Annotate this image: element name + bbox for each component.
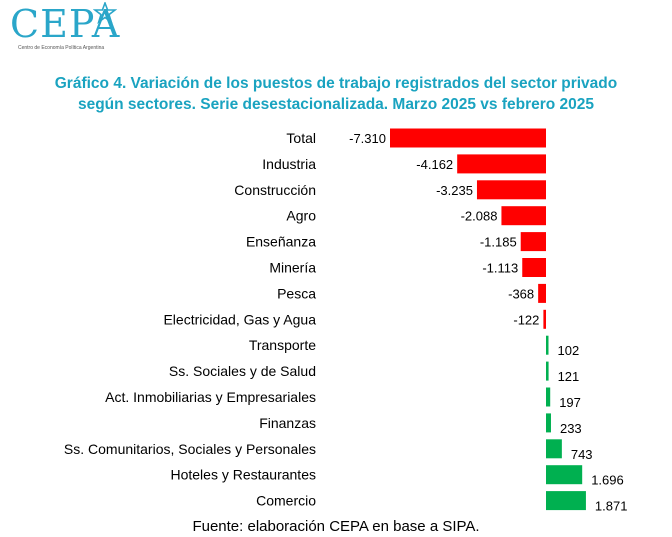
value-label: -7.310 xyxy=(349,131,386,146)
bar xyxy=(546,465,583,485)
value-label: 121 xyxy=(558,369,580,384)
value-label: -2.088 xyxy=(461,209,498,224)
bar xyxy=(390,128,546,148)
bar xyxy=(546,439,562,459)
bar xyxy=(538,283,546,303)
bar xyxy=(501,206,546,226)
bar xyxy=(457,154,546,174)
chart-title-line-2: según sectores. Serie desestacionalizada… xyxy=(77,96,595,113)
value-label: 1.696 xyxy=(591,473,624,488)
cepa-logo: CEPA Centro de Economía Política Argenti… xyxy=(10,2,120,54)
logo-subtitle: Centro de Economía Política Argentina xyxy=(18,45,105,51)
value-label: -1.185 xyxy=(480,235,517,250)
chart-title-line-1: Gráfico 4. Variación de los puestos de t… xyxy=(54,75,618,92)
category-label: Ss. Sociales y de Salud xyxy=(169,363,316,379)
bar xyxy=(543,309,546,329)
value-label: 1.871 xyxy=(595,499,628,514)
category-label: Comercio xyxy=(256,493,316,509)
value-label: -368 xyxy=(508,286,534,301)
value-label: 197 xyxy=(559,395,581,410)
value-label: 743 xyxy=(571,447,593,462)
category-label: Finanzas xyxy=(259,415,316,431)
value-label: 102 xyxy=(558,343,580,358)
value-label: -122 xyxy=(513,312,539,327)
bar xyxy=(546,361,549,381)
bar xyxy=(546,491,586,511)
category-label: Pesca xyxy=(277,285,316,301)
chart-title: Gráfico 4. Variación de los puestos de t… xyxy=(0,73,672,115)
category-label: Minería xyxy=(269,260,316,276)
bar-chart: Total -7.310 Industria -4.162 Construcción -3… xyxy=(64,128,628,514)
bar xyxy=(476,180,546,200)
category-label: Transporte xyxy=(249,337,316,353)
bar xyxy=(546,413,551,433)
bar xyxy=(546,387,551,407)
star-icon xyxy=(93,2,117,24)
category-label: Ss. Comunitarios, Sociales y Personales xyxy=(64,441,316,457)
category-label: Construcción xyxy=(234,182,316,198)
value-label: -4.162 xyxy=(416,157,453,172)
value-label: -3.235 xyxy=(436,183,473,198)
category-label: Industria xyxy=(262,156,316,172)
source-note: Fuente: elaboración CEPA en base a SIPA. xyxy=(192,518,480,535)
bar xyxy=(522,258,546,277)
value-label: -1.113 xyxy=(482,261,518,276)
bar xyxy=(546,335,549,355)
category-label: Agro xyxy=(286,208,316,224)
category-label: Electricidad, Gas y Agua xyxy=(163,311,316,327)
category-label: Hoteles y Restaurantes xyxy=(170,467,316,483)
category-label: Enseñanza xyxy=(246,234,316,250)
bar xyxy=(520,232,546,252)
value-label: 233 xyxy=(560,421,582,436)
category-label: Total xyxy=(286,130,316,146)
category-label: Act. Inmobiliarias y Empresariales xyxy=(105,389,316,405)
